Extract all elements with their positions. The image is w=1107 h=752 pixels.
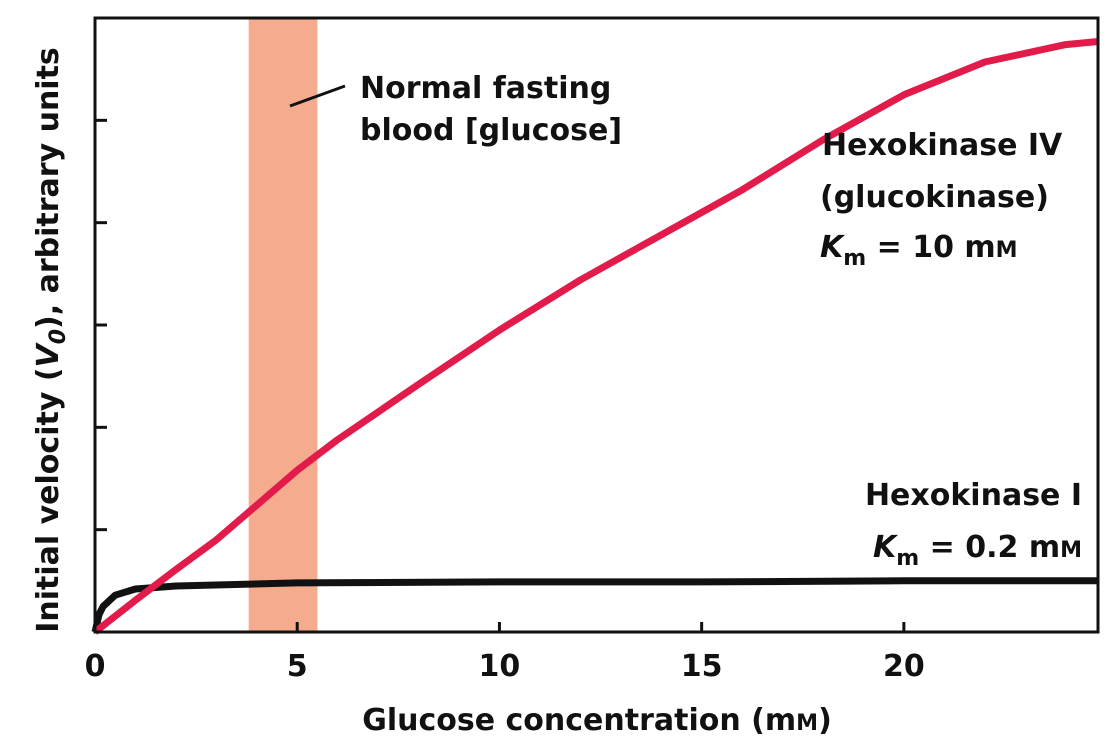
km-unit: M	[1060, 538, 1082, 563]
x-label-part: Glucose concentration (m	[362, 703, 796, 738]
series-label: Hexokinase IV	[822, 128, 1063, 163]
km-subscript: m	[843, 246, 866, 271]
y-label-symbol: V	[31, 341, 66, 367]
km-label: Km = 0.2 mM	[873, 530, 1082, 571]
km-text: = 0.2 m	[919, 530, 1060, 565]
km-symbol: K	[820, 230, 846, 265]
x-tick-label: 0	[85, 649, 106, 684]
x-tick-label: 10	[479, 649, 521, 684]
plot-frame	[93, 16, 1100, 634]
series-line	[91, 577, 1098, 633]
km-text: = 10 m	[866, 230, 995, 265]
fasting-band	[248, 18, 318, 632]
km-unit: M	[996, 238, 1018, 263]
km-label: Km = 10 mM	[820, 230, 1018, 271]
x-tick-label: 20	[883, 649, 925, 684]
series-note: (glucokinase)	[820, 180, 1049, 215]
annotation-leader	[289, 84, 346, 108]
band-label: Normal fasting	[360, 71, 611, 106]
y-label-subscript: 0	[46, 329, 71, 344]
km-symbol: K	[873, 530, 899, 565]
y-label-part: ), arbitrary units	[31, 47, 66, 329]
x-axis-label: Glucose concentration (mM)	[362, 703, 832, 738]
series-label: Hexokinase I	[865, 478, 1082, 513]
x-label-part: )	[818, 703, 832, 738]
x-tick-label: 5	[287, 649, 308, 684]
x-label-unit: M	[796, 711, 818, 736]
km-subscript: m	[896, 546, 919, 571]
y-label-part: Initial velocity (	[31, 367, 66, 632]
x-tick-label: 15	[681, 649, 723, 684]
band-label: blood [glucose]	[360, 113, 622, 148]
series-line	[92, 38, 1099, 635]
y-axis-label: Initial velocity (V0), arbitrary units	[31, 47, 71, 633]
